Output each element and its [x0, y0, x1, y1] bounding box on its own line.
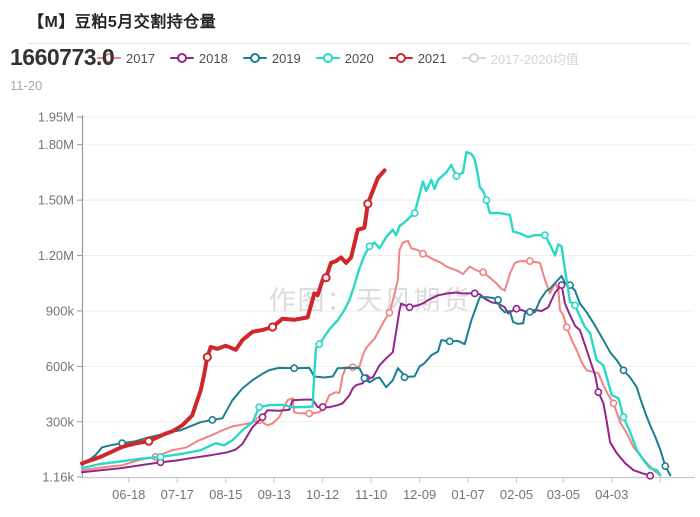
data-point-marker: [609, 399, 618, 408]
data-point-marker: [208, 415, 217, 424]
data-point-marker: [418, 249, 427, 258]
x-axis-label: 03-05: [547, 487, 580, 502]
legend-item-2018[interactable]: 2018: [169, 50, 228, 66]
latest-date: 11-20: [10, 78, 43, 93]
data-point-marker: [619, 366, 628, 375]
gridlines: [82, 116, 694, 423]
x-axis-label: 09-13: [258, 487, 291, 502]
series-2017: [81, 239, 662, 477]
legend-line-circle-icon: [169, 52, 194, 64]
legend-item-label: 2018: [198, 50, 228, 66]
x-axis-label: 01-07: [451, 487, 484, 502]
data-point-marker: [360, 374, 369, 383]
data-point-marker: [321, 273, 331, 283]
data-point-marker: [305, 409, 314, 418]
data-point-marker: [318, 403, 327, 411]
legend-item-2017-2020均值[interactable]: 2017-2020均值: [461, 49, 579, 68]
data-point-marker: [619, 413, 628, 422]
latest-value: 1660773.0: [10, 44, 115, 70]
y-axis-label: 1.80M: [38, 137, 74, 152]
legend-line-circle-icon: [242, 52, 267, 64]
y-axis-label: 900k: [46, 303, 75, 318]
data-point-marker: [557, 281, 566, 289]
x-axis-label: 11-10: [355, 487, 387, 502]
series-2019: [81, 274, 672, 477]
data-point-marker: [494, 295, 502, 304]
data-point-marker: [258, 413, 267, 422]
data-point-marker: [526, 257, 534, 265]
legend: 2017 2018 2019 2020 2021 2017-2020均值: [97, 49, 579, 67]
legend-line-circle-icon: [388, 52, 413, 64]
data-point-marker: [400, 373, 409, 382]
y-axis-label: 1.20M: [38, 248, 74, 263]
data-point-marker: [571, 301, 579, 310]
legend-item-label: 2017-2020均值: [490, 51, 579, 67]
x-axis-label: 06-18: [112, 487, 145, 502]
data-point-marker: [385, 308, 394, 317]
legend-item-label: 2017: [126, 50, 155, 66]
data-point-marker: [202, 352, 212, 362]
data-point-marker: [410, 209, 419, 217]
y-axis: 1.16k 300k 600k 900k 1.20M 1.50M 1.80M 1.95M: [38, 110, 84, 485]
x-axis-label: 04-03: [595, 487, 628, 502]
legend-line-circle-icon: [461, 52, 486, 64]
data-point-marker: [594, 388, 603, 397]
data-point-marker: [482, 196, 491, 204]
data-point-marker: [144, 436, 154, 446]
data-point-marker: [363, 199, 373, 209]
data-point-marker: [512, 304, 521, 313]
y-axis-label: 1.95M: [38, 110, 74, 125]
y-axis-label: 300k: [46, 414, 75, 429]
data-point-marker: [452, 172, 461, 180]
data-point-marker: [661, 462, 670, 470]
data-point-marker: [541, 231, 549, 240]
x-axis: 06-18 07-17 08-15 09-13 10-12 11-10 12-09 01-07…: [82, 476, 695, 502]
data-point-marker: [479, 268, 487, 277]
data-point-marker: [445, 337, 454, 346]
data-point-marker: [646, 471, 655, 480]
x-axis-label: 10-12: [306, 487, 339, 502]
y-axis-label: 1.50M: [38, 193, 74, 208]
data-point-marker: [470, 289, 479, 298]
data-point-marker: [290, 364, 299, 373]
legend-item-2017[interactable]: 2017: [97, 51, 155, 66]
x-axis-label: 07-17: [161, 487, 194, 502]
series-2021: [80, 168, 387, 466]
x-axis-label: 02-05: [500, 487, 533, 502]
page-title: 【M】豆粕5月交割持仓量: [28, 14, 217, 31]
series-2020: [80, 150, 662, 477]
x-axis-label: 12-09: [403, 487, 436, 502]
data-point-marker: [365, 242, 374, 251]
data-point-marker: [267, 322, 278, 332]
y-axis-label: 600k: [46, 359, 75, 374]
legend-item-label: 2019: [271, 50, 301, 66]
legend-item-2021[interactable]: 2021: [388, 50, 447, 66]
y-axis-label: 1.16k: [42, 470, 74, 485]
legend-line-circle-icon: [315, 52, 340, 64]
x-axis-label: 08-15: [209, 487, 242, 502]
data-point-marker: [315, 340, 324, 349]
data-point-marker: [562, 323, 571, 332]
series-2018: [81, 281, 655, 480]
title-divider: [28, 43, 690, 44]
legend-item-2019[interactable]: 2019: [242, 50, 301, 66]
data-point-marker: [156, 452, 165, 461]
data-point-marker: [526, 307, 534, 316]
legend-item-2020[interactable]: 2020: [315, 50, 374, 66]
legend-line-circle-icon: [97, 52, 121, 64]
data-point-marker: [255, 403, 264, 412]
legend-item-label: 2021: [417, 50, 447, 66]
data-point-marker: [405, 303, 414, 312]
legend-item-label: 2020: [344, 50, 374, 66]
